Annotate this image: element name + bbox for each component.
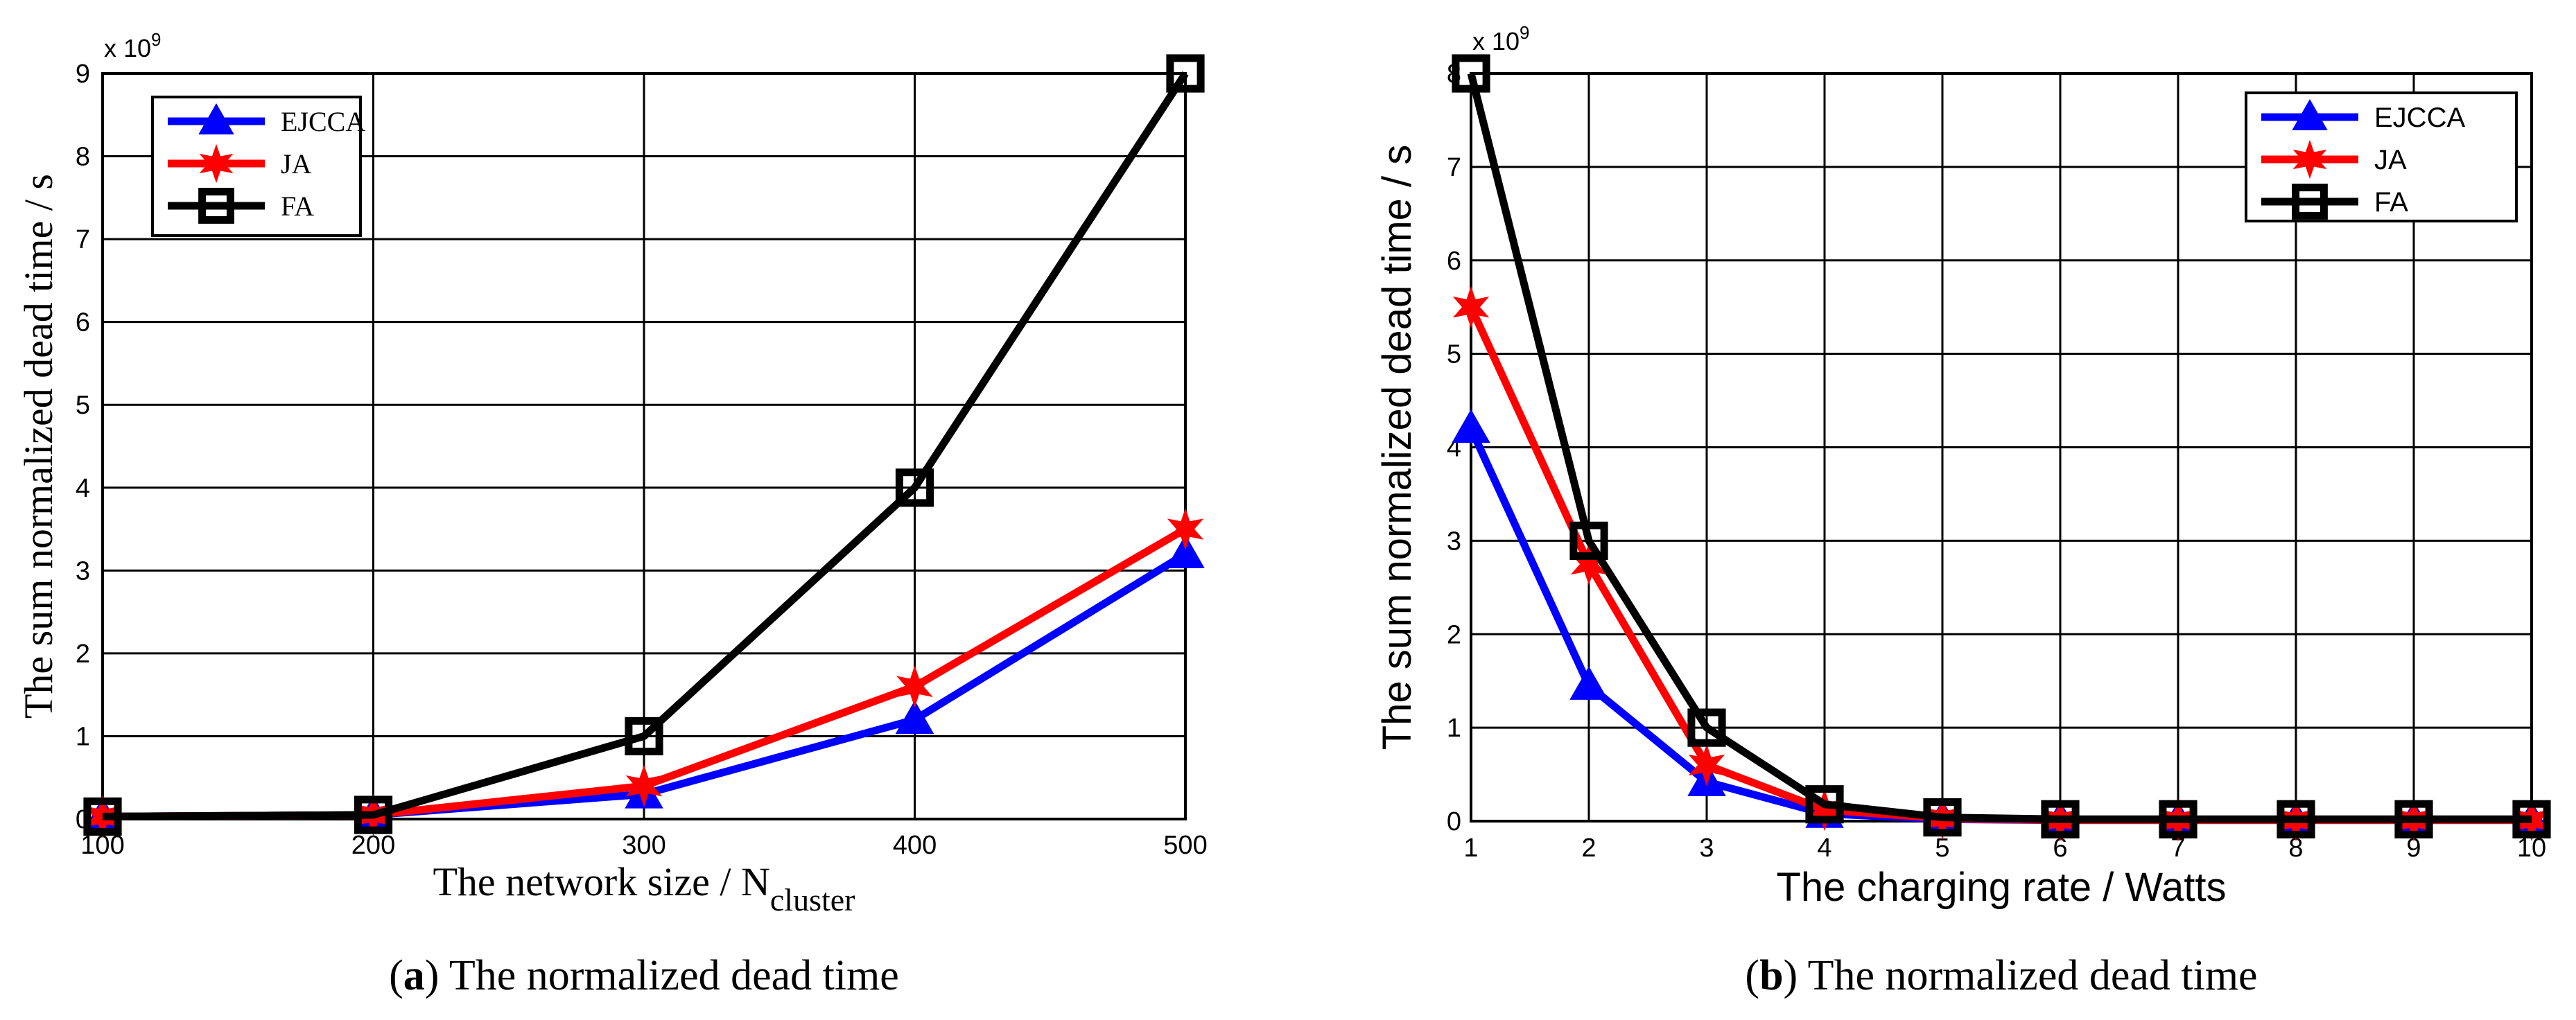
- x-tick-label: 4: [1817, 834, 1831, 863]
- y-tick-label: 7: [76, 225, 90, 254]
- legend-label-ejcca: EJCCA: [2374, 103, 2465, 133]
- legend-label-fa: FA: [2374, 187, 2408, 218]
- y-axis-label: The sum normalized dead time / s: [1375, 145, 1420, 750]
- x-tick-label: 500: [1163, 831, 1207, 860]
- series-line-fa: [1467, 72, 2532, 823]
- data-point-fa: [1805, 785, 1844, 824]
- y-tick-label: 2: [76, 640, 90, 669]
- legend-label-fa: FA: [281, 191, 314, 222]
- legend: EJCCA JA FA: [151, 96, 365, 237]
- data-point-ja: [896, 665, 933, 708]
- y-axis-exponent: x 109: [104, 29, 162, 62]
- y-axis-label: The sum normalized dead time / s: [16, 174, 61, 719]
- x-tick-label: 3: [1699, 834, 1714, 863]
- legend-marker-fa: [2292, 184, 2328, 220]
- y-tick-label: 3: [76, 556, 90, 586]
- legend-marker-fa: [198, 188, 234, 224]
- data-point-ejcca: [1569, 666, 1608, 700]
- legend-label-ja: JA: [281, 148, 312, 179]
- y-axis-exponent-power: 9: [151, 29, 161, 50]
- series-ja: [1452, 285, 2550, 842]
- x-tick-label: 400: [893, 831, 937, 860]
- y-tick-label: 7: [1447, 153, 1461, 182]
- y-tick-label: 8: [76, 143, 90, 172]
- data-point-ja: [1452, 285, 1490, 328]
- x-axis-label: The charging rate / Watts: [1776, 865, 2226, 910]
- series-ejcca: [1452, 409, 2551, 835]
- x-tick-label: 300: [622, 831, 665, 860]
- legend-label-ja: JA: [2374, 145, 2407, 175]
- y-tick-label: 5: [76, 391, 90, 420]
- y-tick-label: 4: [76, 474, 90, 503]
- series-fa: [1452, 54, 2551, 838]
- data-point-fa: [2394, 800, 2433, 838]
- caption-text: The normalized dead time: [1808, 952, 2258, 999]
- data-point-fa: [2041, 800, 2080, 838]
- data-point-fa: [1569, 521, 1608, 560]
- y-tick-label: 9: [76, 60, 90, 89]
- x-tick-label: 7: [2170, 834, 2185, 863]
- y-tick-label: 6: [1447, 247, 1461, 276]
- y-axis-exponent-power: 9: [1520, 22, 1529, 43]
- x-axis-label: The network size / Ncluster: [433, 859, 855, 917]
- x-axis-label-subscript: cluster: [770, 882, 855, 917]
- data-point-fa: [2159, 800, 2198, 838]
- data-point-fa: [1687, 708, 1726, 747]
- plot-frame: [101, 72, 1187, 820]
- caption-paren-open: (: [389, 952, 403, 999]
- figure-caption: (b) The normalized dead time: [1745, 952, 2257, 999]
- data-point-fa: [895, 468, 934, 507]
- caption-label: a: [403, 952, 425, 999]
- caption-paren-open: (: [1745, 952, 1759, 999]
- y-tick-label: 2: [1447, 620, 1461, 649]
- x-tick-label: 6: [2053, 834, 2067, 863]
- data-point-fa: [1166, 54, 1205, 93]
- x-tick-label: 5: [1935, 834, 1949, 863]
- x-tick-label: 8: [2288, 834, 2303, 863]
- y-tick-label: 1: [1447, 714, 1461, 743]
- x-tick-label: 2: [1581, 834, 1596, 863]
- x-tick-label: 9: [2406, 834, 2421, 863]
- legend: EJCCA JA FA: [2245, 91, 2518, 222]
- data-point-ejcca: [1166, 534, 1205, 568]
- legend-marker-ja: [2292, 139, 2327, 179]
- data-point-ja: [625, 764, 663, 807]
- legend-marker-ejcca: [198, 103, 234, 134]
- legend-marker-ja: [199, 143, 234, 184]
- data-point-fa: [83, 797, 122, 836]
- figure-caption: (a) The normalized dead time: [389, 952, 899, 999]
- data-point-fa: [1452, 54, 1490, 93]
- caption-paren-close: ): [1784, 952, 1808, 999]
- caption-label: b: [1759, 952, 1783, 999]
- data-point-ejcca: [1452, 409, 1490, 443]
- caption-paren-close: ): [425, 952, 449, 999]
- y-tick-label: 3: [1447, 527, 1461, 556]
- data-point-ja: [1688, 744, 1725, 786]
- x-tick-label: 1: [1463, 834, 1478, 863]
- series-line-ejcca: [1468, 427, 2532, 825]
- y-axis-exponent: x 109: [1472, 22, 1530, 55]
- data-point-fa: [2512, 800, 2551, 838]
- data-point-fa: [625, 716, 663, 756]
- legend-marker-ejcca: [2292, 98, 2328, 130]
- data-point-fa: [1923, 798, 1962, 837]
- data-point-fa: [354, 795, 393, 834]
- series-fa: [83, 54, 1205, 836]
- y-tick-label: 5: [1447, 340, 1461, 369]
- series-line-fa: [102, 71, 1189, 820]
- caption-text: The normalized dead time: [449, 952, 899, 999]
- legend-label-ejcca: EJCCA: [281, 106, 365, 137]
- y-tick-label: 6: [76, 308, 90, 337]
- series-line-ja: [1468, 305, 2532, 825]
- y-tick-label: 1: [76, 722, 90, 751]
- y-tick-label: 0: [1447, 807, 1461, 836]
- data-point-fa: [2277, 800, 2315, 838]
- data-point-ejcca: [895, 700, 934, 735]
- data-point-ja: [1167, 508, 1204, 551]
